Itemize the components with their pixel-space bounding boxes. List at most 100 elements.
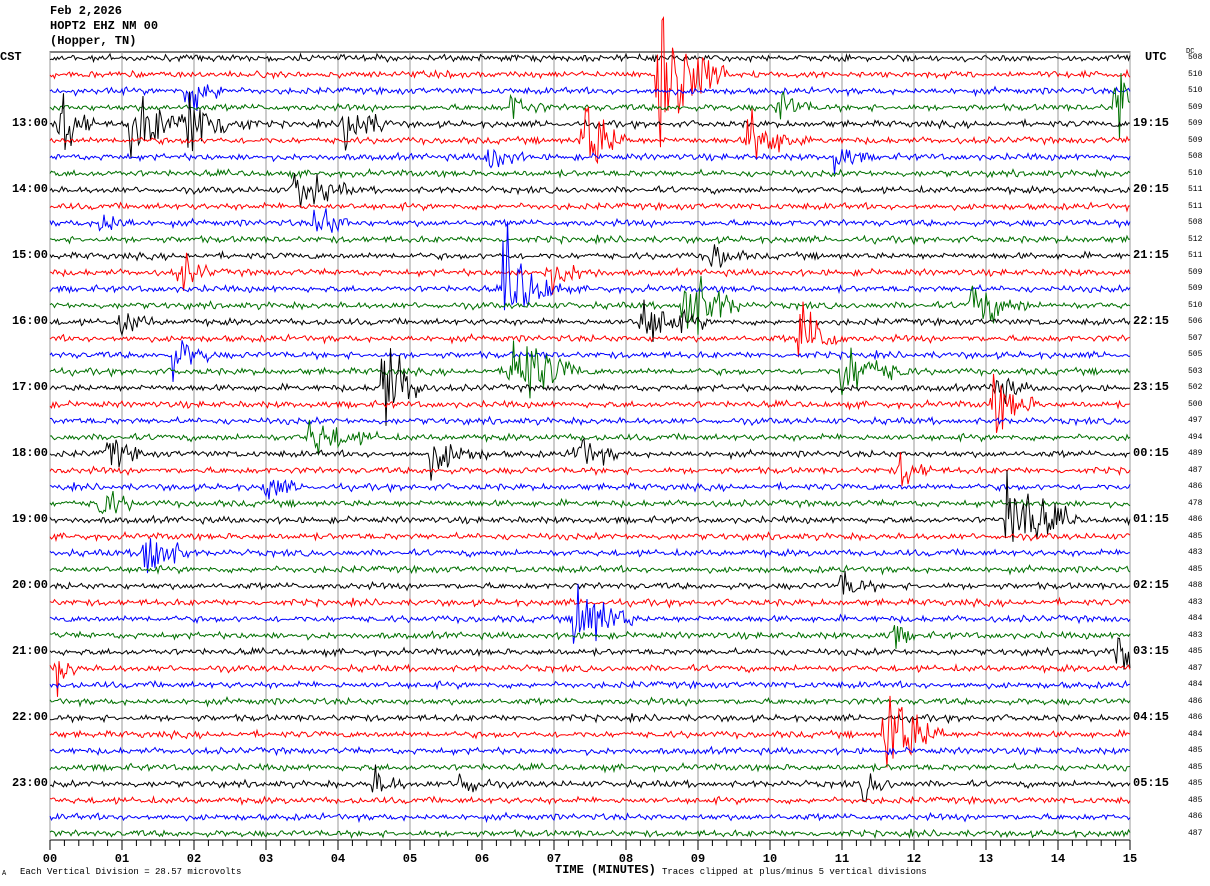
trace-line-11 <box>49 234 1131 246</box>
dc-offset-label: 494 <box>1188 432 1203 442</box>
trace-line-42 <box>49 745 1131 757</box>
dc-offset-label: 485 <box>1188 746 1203 755</box>
trace-line-43 <box>49 762 1131 774</box>
dc-offset-label: 488 <box>1188 581 1203 590</box>
dc-offset-label: 487 <box>1188 663 1203 673</box>
dc-offset-label: 484 <box>1188 680 1203 689</box>
right-hour-label: 22:15 <box>1133 314 1170 328</box>
trace-line-19 <box>49 340 1131 399</box>
x-tick-label: 04 <box>330 852 346 866</box>
dc-offset-label: 485 <box>1188 647 1203 656</box>
dc-offset-label: 485 <box>1188 762 1203 772</box>
dc-offset-label: 510 <box>1188 300 1203 310</box>
x-axis-title: TIME (MINUTES) <box>555 863 656 877</box>
trace-line-3 <box>49 73 1131 140</box>
dc-offset-label: 510 <box>1188 86 1203 95</box>
trace-line-16 <box>49 299 1131 343</box>
right-hour-label: 19:15 <box>1133 116 1170 130</box>
dc-offset-label: 511 <box>1188 251 1203 260</box>
dc-offset-label: 508 <box>1188 53 1203 62</box>
dc-offset-label: 506 <box>1188 317 1203 326</box>
dc-offset-label: 486 <box>1188 482 1203 491</box>
left-hour-label: 18:00 <box>11 446 48 460</box>
division-note: Each Vertical Division = 28.57 microvolt… <box>20 867 242 877</box>
right-hour-label: 21:15 <box>1133 248 1170 262</box>
dc-offset-label: 486 <box>1188 812 1203 821</box>
dc-offset-label: 511 <box>1188 185 1203 194</box>
dc-header: DC <box>1186 48 1195 56</box>
dc-offset-label: 485 <box>1188 779 1203 788</box>
dc-offset-label: 478 <box>1188 498 1203 508</box>
trace-line-25 <box>49 452 1131 487</box>
dc-offset-label: 502 <box>1188 383 1203 392</box>
trace-line-39 <box>49 696 1131 708</box>
dc-offset-label: 486 <box>1188 515 1203 524</box>
date-label: Feb 2,2026 <box>50 4 123 18</box>
trace-line-35 <box>49 624 1131 649</box>
x-tick-label: 07 <box>546 852 562 866</box>
trace-line-28 <box>49 469 1131 542</box>
right-hour-label: 04:15 <box>1133 710 1170 724</box>
x-tick-label: 08 <box>618 852 634 866</box>
right-hour-label: 20:15 <box>1133 182 1170 196</box>
trace-line-37 <box>49 661 1131 697</box>
dc-offset-label: 483 <box>1188 597 1203 607</box>
dc-offset-label: 509 <box>1188 102 1203 112</box>
dc-offset-label: 483 <box>1188 548 1203 557</box>
dc-offset-label: 485 <box>1188 795 1203 805</box>
trace-line-4 <box>49 91 1131 159</box>
dc-offset-label: 484 <box>1188 729 1203 739</box>
dc-offset-label: 486 <box>1188 713 1203 722</box>
trace-line-20 <box>49 348 1131 426</box>
dc-offset-label: 485 <box>1188 564 1203 574</box>
trace-line-15 <box>49 275 1131 335</box>
trace-line-44 <box>49 764 1131 803</box>
trace-line-41 <box>49 695 1131 768</box>
trace-line-38 <box>49 679 1131 691</box>
left-hour-label: 20:00 <box>11 578 48 592</box>
corner-mark: A <box>2 870 7 878</box>
x-tick-label: 09 <box>690 852 706 866</box>
dc-offset-label: 508 <box>1188 218 1203 227</box>
trace-line-32 <box>49 570 1131 595</box>
dc-offset-label: 483 <box>1188 630 1203 640</box>
dc-offset-label: 497 <box>1188 416 1203 425</box>
x-tick-label: 10 <box>762 852 778 866</box>
trace-line-31 <box>49 564 1131 576</box>
dc-offset-label: 500 <box>1188 399 1203 409</box>
dc-offset-label: 510 <box>1188 69 1203 79</box>
trace-line-29 <box>49 531 1131 543</box>
dc-offset-label: 484 <box>1188 614 1203 623</box>
trace-line-5 <box>49 106 1131 165</box>
station-label: HOPT2 EHZ NM 00 <box>50 19 159 33</box>
trace-line-17 <box>49 301 1131 358</box>
left-hour-label: 16:00 <box>11 314 48 328</box>
location-label: (Hopper, TN) <box>50 34 137 48</box>
trace-line-47 <box>49 828 1131 840</box>
dc-offset-label: 507 <box>1188 333 1203 343</box>
trace-line-23 <box>49 419 1131 456</box>
x-tick-label: 15 <box>1122 852 1138 866</box>
dc-offset-label: 509 <box>1188 284 1203 293</box>
x-tick-label: 06 <box>474 852 490 866</box>
trace-line-34 <box>49 583 1131 644</box>
trace-line-22 <box>49 415 1131 427</box>
right-hour-label: 01:15 <box>1133 512 1170 526</box>
dc-offset-label: 503 <box>1188 366 1203 376</box>
trace-line-12 <box>49 244 1131 268</box>
trace-line-24 <box>49 437 1131 481</box>
dc-offset-label: 487 <box>1188 465 1203 475</box>
x-tick-label: 03 <box>258 852 274 866</box>
trace-line-1 <box>49 16 1131 148</box>
trace-line-36 <box>49 637 1131 670</box>
dc-offset-label: 489 <box>1188 449 1203 458</box>
trace-line-33 <box>49 596 1131 609</box>
x-tick-label: 00 <box>42 852 58 866</box>
right-hour-label: 02:15 <box>1133 578 1170 592</box>
x-tick-label: 11 <box>834 852 850 866</box>
left-timezone: CST <box>0 50 22 64</box>
dc-offset-label: 487 <box>1188 828 1203 838</box>
dc-offset-label: 485 <box>1188 531 1203 541</box>
